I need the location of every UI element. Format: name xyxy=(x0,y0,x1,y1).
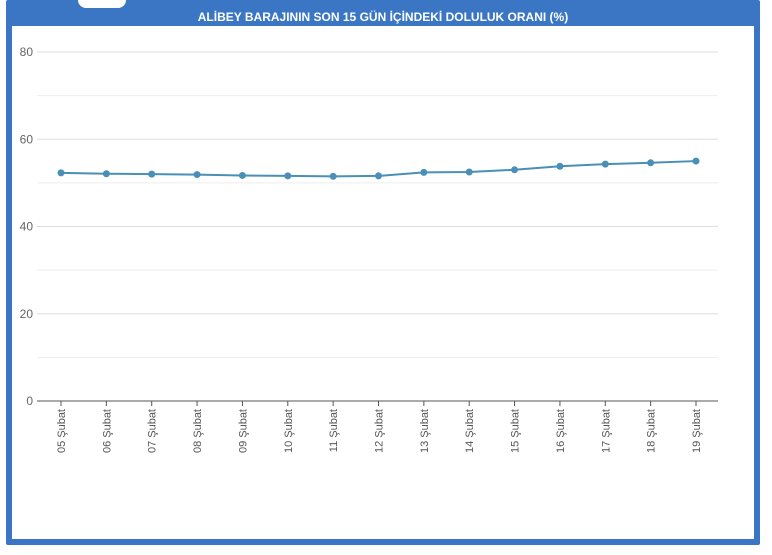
data-point[interactable] xyxy=(556,162,564,170)
x-tick-label: 09 Şubat xyxy=(237,409,249,453)
data-point[interactable] xyxy=(420,168,428,176)
series-layer xyxy=(57,157,700,180)
x-tick-label: 17 Şubat xyxy=(600,409,612,453)
x-tick-label: 19 Şubat xyxy=(691,409,703,453)
data-point[interactable] xyxy=(57,169,65,177)
data-point[interactable] xyxy=(511,166,519,174)
data-point[interactable] xyxy=(692,157,700,165)
frame-tab-notch xyxy=(78,0,126,8)
x-tick-label: 11 Şubat xyxy=(328,409,340,452)
y-axis-ticks: 0 20 40 60 80 xyxy=(20,45,34,408)
x-tick-label: 15 Şubat xyxy=(510,409,522,453)
x-tick-label: 13 Şubat xyxy=(419,409,431,453)
x-tick-label: 10 Şubat xyxy=(283,409,295,453)
data-point[interactable] xyxy=(284,172,292,180)
plot-area: 0 20 40 60 80 05 Şubat 06 Şubat 07 Şubat 08 Şub… xyxy=(12,26,754,539)
y-tick-label: 60 xyxy=(20,132,34,146)
grid-lines xyxy=(37,51,718,402)
x-axis-ticks: 05 Şubat 06 Şubat 07 Şubat 08 Şubat 09 Şubat… xyxy=(56,401,703,453)
x-tick-label: 07 Şubat xyxy=(147,409,159,453)
data-point[interactable] xyxy=(102,170,110,178)
data-point[interactable] xyxy=(647,159,655,167)
data-point[interactable] xyxy=(601,160,609,168)
data-point[interactable] xyxy=(375,172,382,180)
x-tick-label: 16 Şubat xyxy=(555,409,567,453)
x-tick-label: 06 Şubat xyxy=(101,409,113,453)
y-tick-label: 0 xyxy=(26,394,33,408)
chart-title: ALİBEY BARAJININ SON 15 GÜN İÇİNDEKİ DOL… xyxy=(197,10,569,24)
x-tick-label: 08 Şubat xyxy=(192,409,204,453)
line-chart: 0 20 40 60 80 05 Şubat 06 Şubat 07 Şubat 08 Şub… xyxy=(20,45,718,453)
x-tick-label: 05 Şubat xyxy=(56,409,68,453)
data-point[interactable] xyxy=(238,171,246,179)
y-tick-label: 20 xyxy=(20,307,34,321)
data-point[interactable] xyxy=(193,171,201,179)
data-point[interactable] xyxy=(148,170,156,178)
data-point[interactable] xyxy=(329,172,337,180)
y-tick-label: 80 xyxy=(20,45,34,59)
x-tick-label: 14 Şubat xyxy=(464,409,476,453)
x-tick-label: 12 Şubat xyxy=(374,409,386,453)
data-point[interactable] xyxy=(465,168,473,176)
x-tick-label: 18 Şubat xyxy=(646,409,658,453)
y-tick-label: 40 xyxy=(20,220,34,234)
